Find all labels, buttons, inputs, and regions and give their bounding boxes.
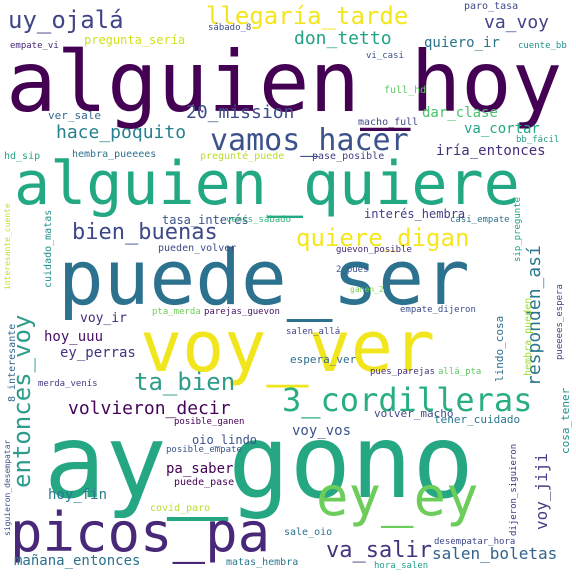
word-76: oio_lindo — [192, 433, 258, 447]
word-81: covid_paro — [150, 503, 211, 514]
word-46: hembra_pueeees — [72, 149, 157, 160]
word-54: interesante_cuente — [3, 203, 12, 290]
word-51: interés_hembra — [364, 207, 466, 221]
word-59: ganen_2 — [350, 285, 384, 294]
word-64: espera_ver — [290, 353, 357, 366]
word-69: allá_pta — [438, 367, 482, 377]
word-40: vi_casi — [366, 51, 404, 61]
word-53: sip_pregunté — [513, 196, 523, 262]
word-3: puede_ser — [58, 233, 470, 322]
word-25: mañana_entonces — [14, 553, 141, 569]
word-82: sale_oio — [284, 527, 333, 538]
word-72: pueeees_espera — [555, 284, 565, 360]
word-68: pues_parejas — [370, 367, 436, 377]
word-32: hoy_uuu — [44, 329, 104, 345]
word-5: ay_gono — [44, 403, 474, 522]
word-77: posible_empate — [166, 445, 242, 455]
word-43: macho_full — [358, 117, 419, 128]
word-79: puede_pase — [174, 477, 235, 488]
word-70: lindo_cosa — [493, 315, 506, 382]
word-30: voy_vos — [292, 423, 352, 439]
word-34: hoy_fin — [48, 487, 108, 503]
word-26: quiero_ir — [424, 35, 500, 51]
word-61: parejas_guevon — [204, 307, 280, 317]
word-60: pta_merda — [152, 307, 201, 317]
word-74: volver_macho — [374, 407, 454, 420]
word-85: matas_hembra — [226, 557, 299, 568]
word-38: empate_vi — [10, 41, 59, 51]
word-58: 2_pues — [336, 265, 369, 275]
word-65: voy_ir — [80, 311, 127, 326]
word-83: desempatar_hora — [434, 537, 516, 547]
word-6: ey_ey — [316, 465, 479, 528]
word-56: pueden_volver — [158, 243, 237, 254]
word-29: dar_clase — [422, 105, 498, 121]
word-50: venís_sábado — [226, 215, 292, 225]
word-19: 20_mission — [186, 102, 295, 123]
word-71: hembra_pueden — [523, 297, 534, 376]
word-75: tener_cuidado — [434, 413, 521, 426]
word-17: va_salir — [326, 538, 432, 563]
word-49: tasa_interés — [162, 213, 249, 227]
word-36: paro_tasa — [464, 1, 519, 12]
word-1: alguien_hoy — [6, 33, 563, 131]
word-28: va_cortar — [464, 121, 540, 137]
word-15: volvieron_decir — [68, 398, 231, 419]
word-4: voy_ver — [140, 306, 436, 388]
word-14: ta_bien — [134, 368, 236, 396]
word-18: hace_poquito — [56, 122, 187, 143]
word-84: dijeron_siguieron — [509, 443, 519, 536]
word-73: posible_ganen — [174, 417, 245, 427]
word-20: don_tetto — [294, 28, 392, 49]
word-7: picos_pa — [10, 501, 271, 564]
word-23: voy_jiji — [532, 452, 551, 530]
word-10: quiere_digan — [296, 224, 470, 252]
word-24: salen_boletas — [432, 544, 558, 563]
word-9: vamos_hacer — [210, 123, 409, 158]
word-47: pregunté_puede — [200, 151, 285, 162]
word-33: pa_saber — [166, 461, 234, 477]
word-45: hd_sip — [4, 151, 41, 162]
word-44: bb_fácil — [516, 135, 560, 145]
word-41: ver_sale — [48, 109, 101, 122]
word-13: bien_buenas — [72, 220, 218, 245]
word-86: hora_salen — [374, 561, 429, 571]
word-63: salen_allá — [286, 327, 341, 337]
word-67: merda_venís — [38, 379, 98, 389]
word-42: full_hd — [384, 85, 427, 96]
word-12: uy_ojalá — [8, 6, 124, 34]
word-2: alguien_quiere — [14, 149, 520, 219]
word-78: cosa_tener — [559, 387, 572, 454]
word-8: 3_cordilleras — [282, 381, 533, 419]
word-66: 8_interesante — [7, 323, 18, 402]
word-27: iría_entonces — [436, 143, 546, 159]
word-52: casi_empate — [450, 215, 510, 225]
word-55: cuidado_matas — [43, 209, 54, 288]
word-62: empate_dijeron — [400, 305, 476, 315]
word-35: pregunta_sería — [84, 33, 186, 47]
word-57: guevon_posible — [336, 245, 412, 255]
word-39: cuente_bb — [518, 41, 567, 51]
word-37: sábado_8 — [208, 23, 252, 33]
word-48: pase_posible — [312, 151, 385, 162]
word-31: ey_perras — [60, 345, 136, 361]
word-80: siguieron_desempatar — [3, 439, 12, 536]
word-11: llegaría_tarde — [206, 2, 409, 30]
word-21: va_voy — [484, 12, 550, 33]
